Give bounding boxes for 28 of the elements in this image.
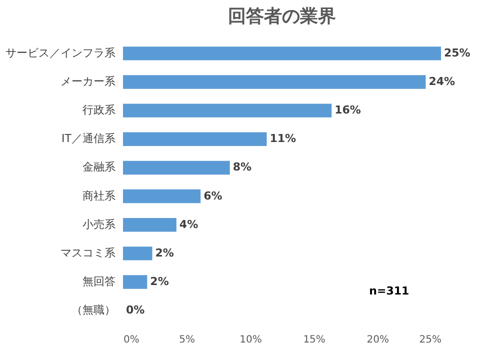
data-label: 4% [179,218,198,231]
x-tick-label: 20% [366,334,390,346]
y-tick-label: 商社系 [82,189,116,202]
x-tick-label: 10% [240,334,262,346]
y-tick-label: マスコミ系 [60,246,116,260]
y-tick-label: メーカー系 [60,75,116,88]
data-label: 24% [428,75,456,88]
data-label: 2% [150,275,169,288]
data-label: 16% [334,104,361,117]
data-label: 8% [232,160,252,174]
y-tick-label: サービス／インフラ系 [6,46,116,60]
data-label: 25% [444,46,470,60]
y-tick-label: 無回答 [82,275,116,288]
x-tick-label: 25% [419,334,442,346]
y-tick-label: 小売系 [82,218,116,231]
x-tick-label: 0% [124,334,140,346]
y-tick-label: 行政系 [82,104,116,117]
data-label: 2% [155,246,174,260]
x-tick-label: 5% [179,334,196,346]
y-tick-label: 金融系 [82,160,116,174]
annotation: n=311 [369,284,410,298]
data-label: 6% [204,189,222,202]
x-tick-label: 15% [303,334,326,346]
data-label: 0% [126,304,145,317]
chart-title: 回答者の業界 [228,6,336,27]
y-tick-label: （無職） [72,304,116,317]
data-label: 11% [270,132,296,146]
y-tick-label: IT／通信系 [62,132,116,146]
